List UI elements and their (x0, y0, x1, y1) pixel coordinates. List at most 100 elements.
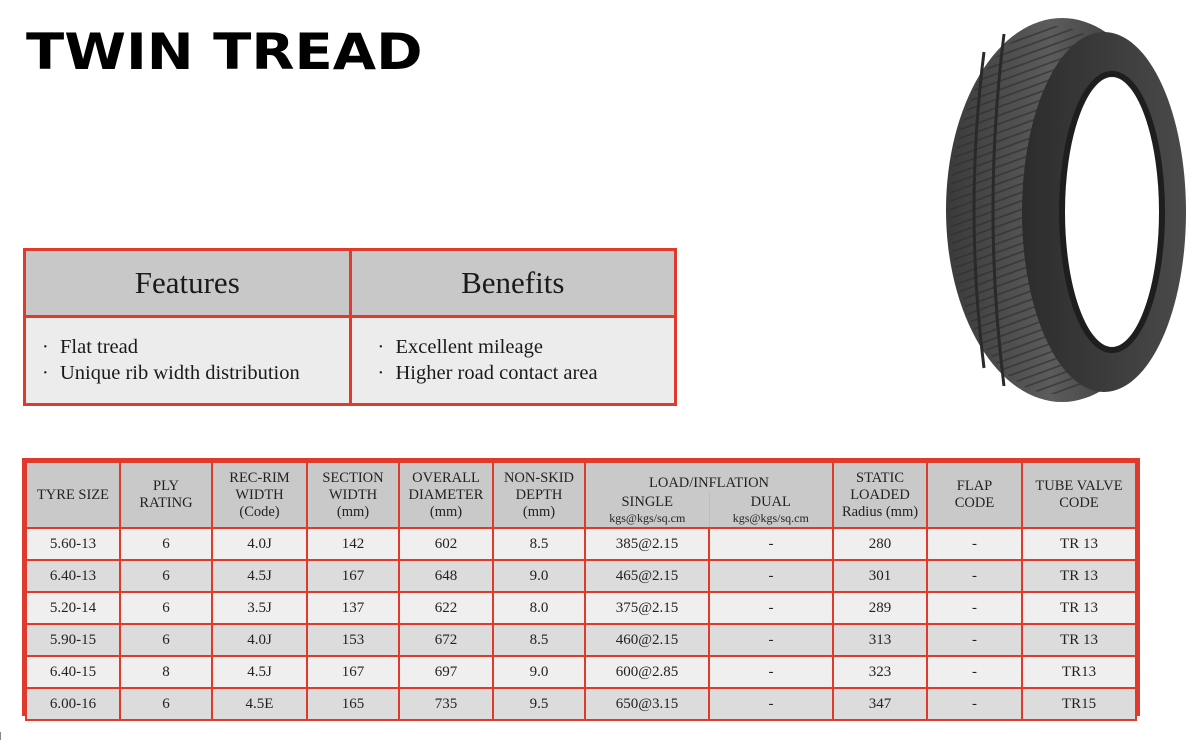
table-cell: 142 (306, 527, 400, 561)
header-line: CODE (1059, 495, 1099, 511)
header-dual: DUAL kgs@kgs/sq.cm (708, 492, 835, 529)
header-line: TUBE VALVE (1035, 478, 1123, 494)
header-line: STATIC (856, 469, 904, 486)
table-cell: TR 13 (1021, 591, 1137, 625)
header-line: FLAP (956, 478, 993, 494)
table-cell: - (707, 591, 835, 625)
header-line: DUAL (750, 493, 791, 510)
header-static-loaded: STATIC LOADED Radius (mm) (832, 461, 929, 529)
table-cell: 697 (398, 655, 494, 689)
table-row: 5.60-13 6 4.0J 142 602 8.5 385@2.15-280- TR 13 (25, 527, 1137, 561)
table-cell: 165 (306, 687, 400, 721)
table-cell: 4.5J (211, 559, 308, 593)
table-cell: 5.20-14 (25, 591, 121, 625)
benefits-heading: Benefits (351, 251, 674, 318)
header-line: CODE (954, 495, 995, 511)
table-cell: 4.0J (211, 623, 308, 657)
table-cell: 600@2.85 (584, 655, 710, 689)
header-load-inflation: LOAD/INFLATION (583, 461, 835, 492)
header-line: NON-SKID (503, 469, 575, 486)
features-list: Flat tread Unique rib width distribution (26, 318, 349, 403)
table-cell: 6 (119, 559, 213, 593)
header-unit: kgs@kgs/sq.cm (609, 510, 686, 525)
table-cell: 167 (306, 559, 400, 593)
spec-table: TYRE SIZE PLY RATING REC-RIM WIDTH (Code… (25, 461, 1137, 721)
table-row: 6.00-16 6 4.5E 165 735 9.5 650@3.15-347- TR15 (25, 687, 1137, 721)
header-line: WIDTH (235, 486, 284, 503)
table-row: 6.40-13 6 4.5J 167 648 9.0 465@2.15-301- TR 13 (25, 559, 1137, 593)
header-line: RATING (139, 495, 193, 511)
table-row: 5.20-14 6 3.5J 137 622 8.0 375@2.15-289- TR 13 (25, 591, 1137, 625)
table-cell: 375@2.15 (584, 591, 710, 625)
table-cell: 6.40-13 (25, 559, 121, 593)
table-cell: 9.0 (492, 655, 586, 689)
header-line: SECTION (322, 469, 384, 486)
table-cell: TR13 (1021, 655, 1137, 689)
table-cell: 8.0 (492, 591, 586, 625)
header-tube-valve-code: TUBE VALVE CODE (1021, 461, 1137, 529)
table-cell: TR 13 (1021, 623, 1137, 657)
header-line: SINGLE (621, 493, 674, 510)
tyre-image (946, 18, 1186, 402)
header-line: (mm) (429, 503, 463, 520)
header-overall-diameter: OVERALL DIAMETER (mm) (398, 461, 494, 529)
header-tyre-size: TYRE SIZE (25, 461, 121, 529)
table-cell: - (707, 527, 835, 561)
table-cell: - (926, 623, 1024, 657)
header-line: REC-RIM (229, 469, 290, 486)
table-cell: TR 13 (1021, 559, 1137, 593)
table-cell: 6.40-15 (25, 655, 121, 689)
table-cell: 9.5 (492, 687, 586, 721)
header-line: PLY (153, 478, 179, 494)
table-cell: 672 (398, 623, 494, 657)
header-non-skid-depth: NON-SKID DEPTH (mm) (492, 461, 586, 529)
header-rec-rim: REC-RIM WIDTH (Code) (211, 461, 308, 529)
table-cell: 8.5 (492, 527, 586, 561)
table-cell: TR 13 (1021, 527, 1137, 561)
header-line: (mm) (522, 503, 556, 520)
header-line: (Code) (239, 503, 280, 520)
table-cell: 289 (832, 591, 929, 625)
features-column: Features Flat tread Unique rib width dis… (26, 251, 349, 403)
table-cell: 6 (119, 527, 213, 561)
table-cell: 5.60-13 (25, 527, 121, 561)
benefits-column: Benefits Excellent mileage Higher road c… (348, 251, 675, 403)
header-line: LOADED (850, 486, 910, 503)
corner-mark (0, 732, 4, 740)
header-flap-code: FLAP CODE (926, 461, 1024, 529)
table-cell: 6 (119, 623, 213, 657)
table-cell: 4.5J (211, 655, 308, 689)
header-line: OVERALL (412, 469, 480, 486)
table-cell: 323 (832, 655, 929, 689)
table-cell: - (707, 623, 835, 657)
table-cell: 465@2.15 (584, 559, 710, 593)
spec-table-container: TYRE SIZE PLY RATING REC-RIM WIDTH (Code… (22, 458, 1140, 721)
table-cell: 602 (398, 527, 494, 561)
table-cell: 5.90-15 (25, 623, 121, 657)
table-cell: - (926, 591, 1024, 625)
header-section-width: SECTION WIDTH (mm) (306, 461, 400, 529)
table-cell: 385@2.15 (584, 527, 710, 561)
spec-table-body: 5.60-13 6 4.0J 142 602 8.5 385@2.15-280- TR 13 6… (25, 527, 1137, 721)
table-cell: - (926, 655, 1024, 689)
table-cell: 347 (832, 687, 929, 721)
table-cell: 6 (119, 591, 213, 625)
table-cell: - (926, 527, 1024, 561)
table-cell: 167 (306, 655, 400, 689)
table-cell: - (707, 655, 835, 689)
table-cell: - (926, 687, 1024, 721)
table-cell: 735 (398, 687, 494, 721)
table-cell: 301 (832, 559, 929, 593)
table-cell: 8.5 (492, 623, 586, 657)
table-cell: TR15 (1021, 687, 1137, 721)
table-cell: 622 (398, 591, 494, 625)
header-line: DIAMETER (408, 486, 484, 503)
table-cell: 153 (306, 623, 400, 657)
table-cell: - (707, 559, 835, 593)
page-title: TWIN TREAD (26, 23, 423, 81)
feature-item: Flat tread (42, 334, 349, 360)
table-cell: - (926, 559, 1024, 593)
header-line: Radius (mm) (841, 503, 919, 520)
table-cell: 460@2.15 (584, 623, 710, 657)
benefit-item: Excellent mileage (378, 334, 675, 360)
